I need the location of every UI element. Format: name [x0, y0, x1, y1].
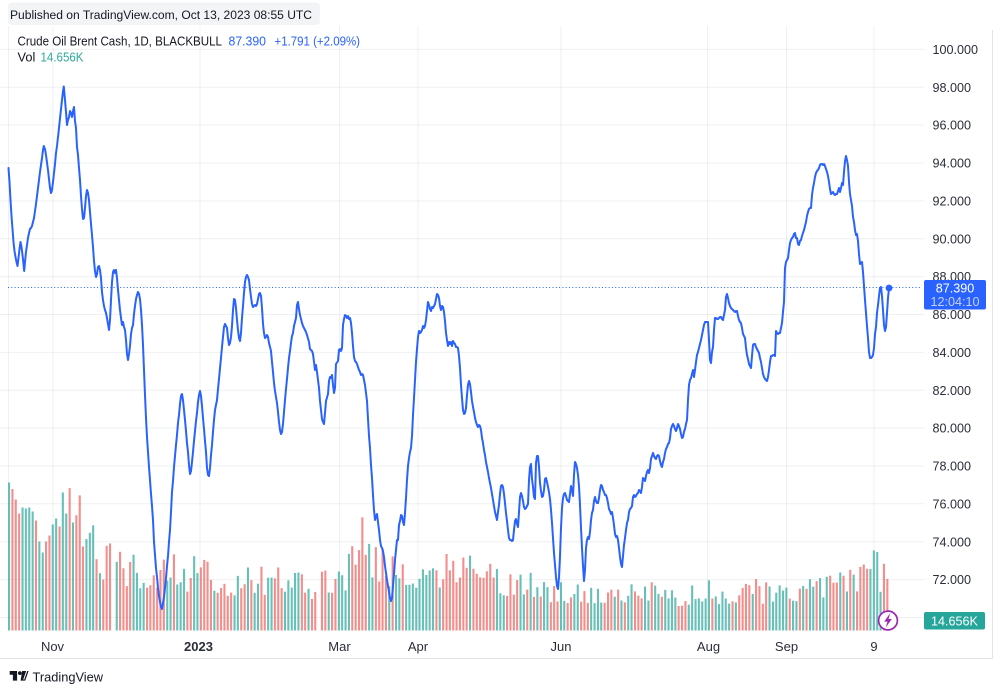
- svg-text:94.000: 94.000: [933, 157, 972, 171]
- svg-text:84.000: 84.000: [933, 346, 972, 360]
- svg-text:Apr: Apr: [408, 639, 429, 654]
- svg-text:Jun: Jun: [551, 639, 572, 654]
- svg-text:96.000: 96.000: [933, 119, 972, 133]
- svg-text:14.656K: 14.656K: [931, 615, 979, 629]
- svg-text:Crude Oil Brent Cash, 1D, BLAC: Crude Oil Brent Cash, 1D, BLACKBULL: [18, 33, 223, 48]
- svg-text:92.000: 92.000: [933, 195, 972, 209]
- svg-text:80.000: 80.000: [933, 422, 972, 436]
- svg-text:+1.791 (+2.09%): +1.791 (+2.09%): [275, 33, 361, 48]
- svg-text:TradingView: TradingView: [33, 670, 104, 685]
- svg-text:2023: 2023: [184, 639, 213, 654]
- svg-text:Nov: Nov: [41, 639, 65, 654]
- svg-text:86.000: 86.000: [933, 308, 972, 322]
- svg-text:90.000: 90.000: [933, 232, 972, 246]
- svg-text:Vol: Vol: [18, 50, 36, 65]
- svg-text:Mar: Mar: [328, 639, 351, 654]
- svg-text:14.656K: 14.656K: [41, 50, 84, 65]
- svg-text:78.000: 78.000: [933, 460, 972, 474]
- svg-text:98.000: 98.000: [933, 81, 972, 95]
- svg-text:12:04:10: 12:04:10: [930, 295, 979, 309]
- svg-text:87.390: 87.390: [936, 282, 975, 296]
- svg-text:72.000: 72.000: [933, 573, 972, 587]
- svg-text:Aug: Aug: [697, 639, 720, 654]
- svg-text:100.000: 100.000: [933, 43, 979, 57]
- svg-text:76.000: 76.000: [933, 497, 972, 511]
- svg-text:87.390: 87.390: [229, 33, 267, 48]
- svg-text:Sep: Sep: [775, 639, 798, 654]
- svg-text:9: 9: [870, 639, 877, 654]
- svg-text:74.000: 74.000: [933, 535, 972, 549]
- svg-text:Published on TradingView.com,: Published on TradingView.com, Oct 13, 20…: [10, 8, 312, 22]
- svg-text:82.000: 82.000: [933, 384, 972, 398]
